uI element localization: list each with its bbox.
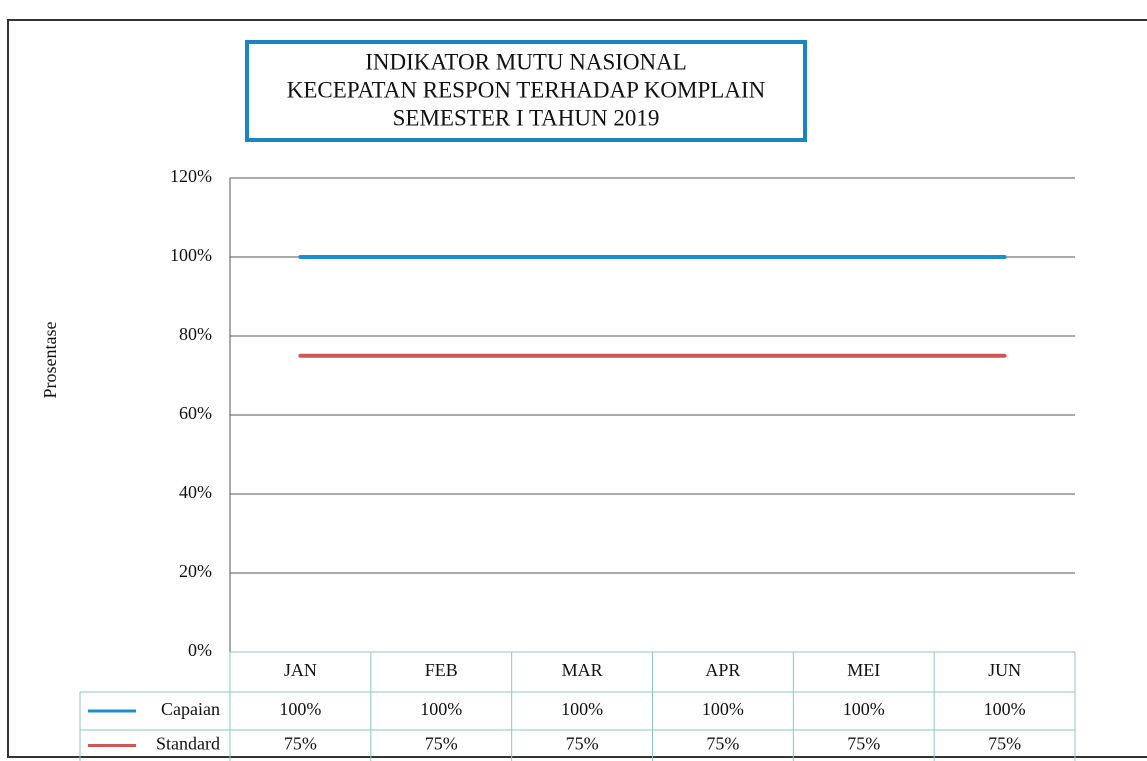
table-value: 100% xyxy=(561,699,603,719)
table-value: 100% xyxy=(843,699,885,719)
x-tick-label: JAN xyxy=(284,660,317,680)
x-tick-label: APR xyxy=(705,660,740,680)
chart-title: SEMESTER I TAHUN 2019 xyxy=(393,105,660,130)
chart-title: INDIKATOR MUTU NASIONAL xyxy=(365,49,687,74)
y-tick-label: 0% xyxy=(188,640,212,660)
table-value: 100% xyxy=(279,699,321,719)
table-value: 100% xyxy=(702,699,744,719)
legend-label: Standard xyxy=(156,734,220,754)
x-tick-label: MEI xyxy=(847,660,880,680)
x-tick-label: FEB xyxy=(425,660,458,680)
table-value: 100% xyxy=(420,699,462,719)
table-value: 75% xyxy=(425,734,458,754)
x-tick-label: MAR xyxy=(562,660,603,680)
table-value: 75% xyxy=(284,734,317,754)
table-value: 75% xyxy=(847,734,880,754)
y-tick-label: 20% xyxy=(179,561,212,581)
table-value: 75% xyxy=(706,734,739,754)
y-tick-label: 40% xyxy=(179,482,212,502)
y-tick-label: 120% xyxy=(170,166,212,186)
legend-label: Capaian xyxy=(161,699,220,719)
y-tick-label: 60% xyxy=(179,403,212,423)
table-value: 100% xyxy=(984,699,1026,719)
frame xyxy=(7,19,1147,758)
y-axis-label: Prosentase xyxy=(40,321,60,398)
title-box xyxy=(245,40,807,142)
table-value: 75% xyxy=(988,734,1021,754)
y-tick-label: 80% xyxy=(179,324,212,344)
chart-title: KECEPATAN RESPON TERHADAP KOMPLAIN xyxy=(287,77,766,102)
y-tick-label: 100% xyxy=(170,245,212,265)
x-tick-label: JUN xyxy=(988,660,1021,680)
table-value: 75% xyxy=(566,734,599,754)
